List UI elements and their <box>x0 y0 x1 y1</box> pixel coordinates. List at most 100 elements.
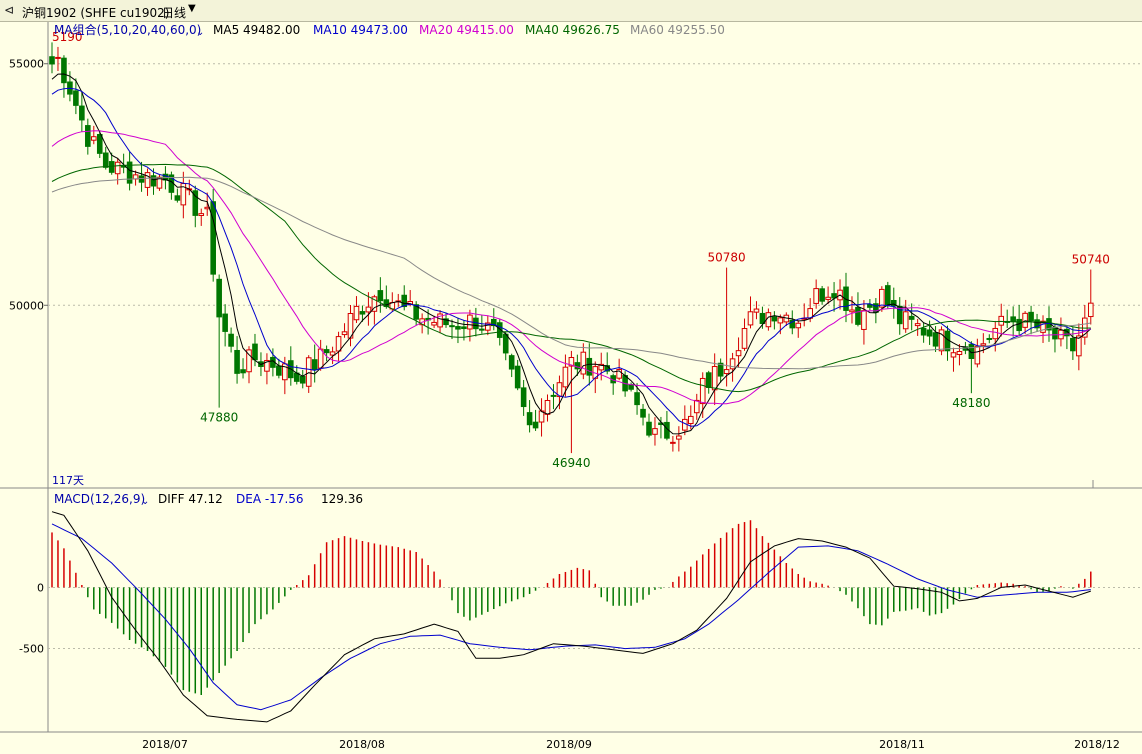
candle <box>1082 305 1088 345</box>
bars-count-label: 117天 <box>52 474 84 487</box>
macd-legend-item: 129.36 <box>321 492 363 506</box>
candle <box>508 353 515 378</box>
candle <box>276 358 282 379</box>
chart-frame <box>0 22 1142 733</box>
ma-legend-item: MA40 49626.75 <box>525 23 620 37</box>
candle <box>1028 305 1034 335</box>
candle <box>437 310 443 334</box>
candle <box>813 279 819 309</box>
candle <box>550 384 557 410</box>
candle <box>640 404 646 426</box>
price-annotation: 5190 <box>52 30 83 44</box>
candle <box>950 347 957 372</box>
price-annotation: 50780 <box>708 251 746 265</box>
chevron-down-icon[interactable]: ⌄ <box>196 27 204 38</box>
candle <box>902 299 909 333</box>
candle <box>1087 269 1094 325</box>
ma-legend-item: MA5 49482.00 <box>213 23 300 37</box>
candle <box>341 323 348 338</box>
candle <box>150 168 157 195</box>
candle <box>974 338 981 368</box>
candle <box>1076 323 1082 371</box>
dea-line <box>51 523 1091 711</box>
candle <box>753 301 760 320</box>
candle <box>646 413 652 438</box>
ma5-line <box>51 73 1092 435</box>
candle <box>890 287 897 319</box>
macd-tick-label: 0 <box>37 581 44 594</box>
candle <box>682 405 688 436</box>
candle <box>234 336 240 384</box>
time-axis: 2018/07 2018/08 2018/09 2018/11 2018/12 <box>142 738 1120 751</box>
candle <box>801 303 808 327</box>
candle <box>1058 317 1064 347</box>
candle <box>843 272 849 323</box>
candle <box>186 179 193 196</box>
candle <box>490 308 497 331</box>
period-selector[interactable]: 日线 <box>162 6 187 20</box>
candle <box>216 274 222 408</box>
candle <box>96 130 103 158</box>
time-tick-label: 2018/07 <box>142 738 188 751</box>
ma-selector[interactable]: MA组合(5,10,20,40,60,0) <box>54 22 201 37</box>
macd-lines <box>51 511 1091 723</box>
candle <box>323 345 330 362</box>
time-tick-label: 2018/08 <box>339 738 385 751</box>
diff-line <box>51 511 1091 723</box>
candle <box>652 417 658 446</box>
candle <box>449 319 455 340</box>
candle <box>664 410 670 441</box>
candle <box>944 325 951 361</box>
candle <box>401 285 408 311</box>
candle <box>114 157 121 185</box>
candle <box>831 282 837 312</box>
macd-selector[interactable]: MACD(12,26,9) <box>54 492 145 506</box>
candle <box>723 267 730 387</box>
candle <box>377 277 384 313</box>
candle <box>538 398 545 437</box>
candle <box>616 358 622 381</box>
macd-legend-item: DIFF 47.12 <box>158 492 223 506</box>
candle <box>741 318 748 351</box>
candle <box>747 296 754 329</box>
candle <box>73 78 79 115</box>
candle <box>676 426 682 452</box>
candle <box>174 188 181 203</box>
price-annotation: 48180 <box>952 396 990 410</box>
candle <box>299 369 306 389</box>
candle <box>819 285 825 305</box>
time-tick-label: 2018/12 <box>1074 738 1120 751</box>
ma-legend-item: MA10 49473.00 <box>313 23 408 37</box>
candle <box>729 352 736 382</box>
candle <box>795 320 802 338</box>
candle <box>79 92 85 132</box>
macd-tick-label: -500 <box>19 643 44 656</box>
candle <box>986 334 993 344</box>
ma40-line <box>51 163 1091 393</box>
candle <box>264 353 270 385</box>
candle <box>55 46 61 71</box>
macd-legend: MACD(12,26,9) ⌄ DIFF 47.12 DEA -17.56 129.… <box>54 492 363 507</box>
ma-legend: MA组合(5,10,20,40,60,0) ⌄ MA5 49482.00 MA10… <box>54 22 725 38</box>
candle <box>222 304 228 347</box>
candle <box>670 436 676 452</box>
candle <box>658 416 664 439</box>
candle <box>687 405 694 430</box>
candle <box>998 303 1005 337</box>
price-annotation: 46940 <box>552 456 590 470</box>
ma10-line <box>51 87 1091 427</box>
chevron-down-icon[interactable]: ⌄ <box>141 496 149 507</box>
chevron-down-icon[interactable]: ▼ <box>188 3 196 14</box>
candle <box>126 152 133 191</box>
candle <box>932 326 939 352</box>
candle <box>956 344 963 366</box>
macd-axis: 0 -500 <box>19 581 44 655</box>
back-arrow-icon[interactable]: ⊲ <box>4 3 15 17</box>
candle <box>717 358 724 383</box>
macd-histogram <box>51 520 1092 695</box>
candle <box>879 286 885 312</box>
candle <box>85 118 91 155</box>
candle <box>867 299 873 311</box>
candle <box>90 125 97 145</box>
candle <box>634 383 640 415</box>
